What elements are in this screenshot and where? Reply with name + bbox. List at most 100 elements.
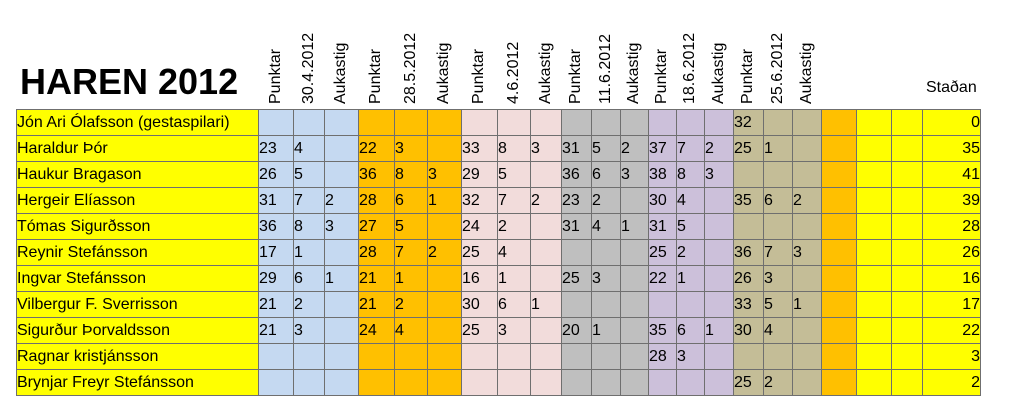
- score-cell[interactable]: 4: [497, 239, 531, 266]
- score-cell[interactable]: [530, 369, 562, 396]
- score-cell[interactable]: [792, 161, 822, 188]
- score-cell[interactable]: [704, 187, 734, 214]
- score-cell[interactable]: [591, 239, 621, 266]
- empty-cell[interactable]: [891, 135, 923, 162]
- score-cell[interactable]: 31: [561, 135, 592, 162]
- score-cell[interactable]: [530, 161, 562, 188]
- empty-cell[interactable]: [821, 343, 857, 370]
- score-cell[interactable]: [591, 291, 621, 318]
- empty-cell[interactable]: [856, 317, 892, 344]
- score-cell[interactable]: [530, 265, 562, 292]
- score-cell[interactable]: 20: [561, 317, 592, 344]
- empty-cell[interactable]: [821, 369, 857, 396]
- empty-cell[interactable]: [856, 135, 892, 162]
- score-cell[interactable]: [620, 369, 649, 396]
- score-cell[interactable]: 7: [497, 187, 531, 214]
- score-cell[interactable]: 2: [620, 135, 649, 162]
- score-cell[interactable]: [792, 343, 822, 370]
- score-cell[interactable]: 36: [258, 213, 294, 240]
- score-cell[interactable]: 1: [591, 317, 621, 344]
- score-cell[interactable]: 23: [258, 135, 294, 162]
- score-cell[interactable]: [792, 135, 822, 162]
- score-cell[interactable]: [394, 369, 428, 396]
- score-cell[interactable]: [461, 369, 498, 396]
- score-cell[interactable]: [258, 109, 294, 136]
- score-cell[interactable]: [648, 109, 677, 136]
- score-cell[interactable]: 2: [394, 291, 428, 318]
- score-cell[interactable]: 4: [293, 135, 325, 162]
- score-cell[interactable]: [704, 239, 734, 266]
- stadan-cell[interactable]: 22: [922, 317, 981, 344]
- score-cell[interactable]: 6: [394, 187, 428, 214]
- score-cell[interactable]: 3: [620, 161, 649, 188]
- score-cell[interactable]: 3: [324, 213, 359, 240]
- score-cell[interactable]: 33: [461, 135, 498, 162]
- score-cell[interactable]: 5: [591, 135, 621, 162]
- score-cell[interactable]: 6: [591, 161, 621, 188]
- score-cell[interactable]: 1: [427, 187, 462, 214]
- score-cell[interactable]: [620, 239, 649, 266]
- score-cell[interactable]: [530, 239, 562, 266]
- score-cell[interactable]: 8: [676, 161, 705, 188]
- empty-cell[interactable]: [856, 213, 892, 240]
- score-cell[interactable]: [648, 291, 677, 318]
- empty-cell[interactable]: [856, 109, 892, 136]
- score-cell[interactable]: [792, 317, 822, 344]
- score-cell[interactable]: 25: [561, 265, 592, 292]
- score-cell[interactable]: [620, 317, 649, 344]
- empty-cell[interactable]: [891, 369, 923, 396]
- score-cell[interactable]: 35: [648, 317, 677, 344]
- empty-cell[interactable]: [821, 265, 857, 292]
- score-cell[interactable]: 7: [293, 187, 325, 214]
- score-cell[interactable]: [324, 317, 359, 344]
- empty-cell[interactable]: [891, 213, 923, 240]
- score-cell[interactable]: 24: [358, 317, 395, 344]
- score-cell[interactable]: 2: [497, 213, 531, 240]
- score-cell[interactable]: 3: [530, 135, 562, 162]
- score-cell[interactable]: [792, 213, 822, 240]
- score-cell[interactable]: 21: [358, 291, 395, 318]
- player-name-cell[interactable]: Jón Ari Ólafsson (gestaspilari): [16, 109, 259, 136]
- score-cell[interactable]: 1: [676, 265, 705, 292]
- score-cell[interactable]: 4: [763, 317, 793, 344]
- score-cell[interactable]: 24: [461, 213, 498, 240]
- score-cell[interactable]: [561, 109, 592, 136]
- score-cell[interactable]: [648, 369, 677, 396]
- score-cell[interactable]: 4: [676, 187, 705, 214]
- score-cell[interactable]: 7: [394, 239, 428, 266]
- stadan-cell[interactable]: 35: [922, 135, 981, 162]
- score-cell[interactable]: 2: [676, 239, 705, 266]
- score-cell[interactable]: 7: [763, 239, 793, 266]
- score-cell[interactable]: [792, 369, 822, 396]
- player-name-cell[interactable]: Haukur Bragason: [16, 161, 259, 188]
- score-cell[interactable]: 1: [763, 135, 793, 162]
- score-cell[interactable]: [293, 109, 325, 136]
- score-cell[interactable]: 5: [676, 213, 705, 240]
- stadan-cell[interactable]: 0: [922, 109, 981, 136]
- score-cell[interactable]: [620, 265, 649, 292]
- score-cell[interactable]: 30: [733, 317, 764, 344]
- score-cell[interactable]: [763, 213, 793, 240]
- empty-cell[interactable]: [821, 291, 857, 318]
- score-cell[interactable]: 4: [394, 317, 428, 344]
- score-cell[interactable]: 2: [427, 239, 462, 266]
- score-cell[interactable]: 28: [358, 187, 395, 214]
- score-cell[interactable]: 7: [676, 135, 705, 162]
- score-cell[interactable]: 33: [733, 291, 764, 318]
- player-name-cell[interactable]: Ragnar kristjánsson: [16, 343, 259, 370]
- score-cell[interactable]: 35: [733, 187, 764, 214]
- score-cell[interactable]: [461, 109, 498, 136]
- empty-cell[interactable]: [891, 291, 923, 318]
- score-cell[interactable]: 2: [792, 187, 822, 214]
- score-cell[interactable]: [620, 343, 649, 370]
- score-cell[interactable]: [497, 343, 531, 370]
- score-cell[interactable]: 25: [733, 135, 764, 162]
- score-cell[interactable]: [497, 109, 531, 136]
- score-cell[interactable]: [497, 369, 531, 396]
- score-cell[interactable]: 8: [497, 135, 531, 162]
- score-cell[interactable]: 26: [733, 265, 764, 292]
- score-cell[interactable]: 27: [358, 213, 395, 240]
- score-cell[interactable]: 5: [497, 161, 531, 188]
- score-cell[interactable]: 3: [792, 239, 822, 266]
- score-cell[interactable]: 1: [324, 265, 359, 292]
